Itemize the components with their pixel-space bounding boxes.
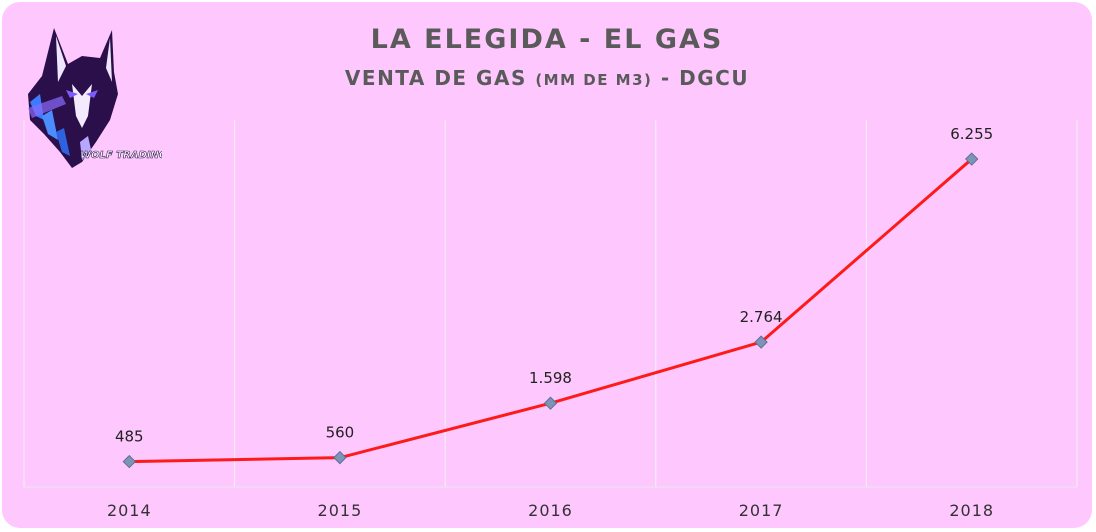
chart-title: LA ELEGIDA - EL GAS [370,24,724,55]
x-tick-2015: 2015 [318,501,363,520]
x-tick-2018: 2018 [949,501,994,520]
logo-text: WOLF TRADING [80,150,162,161]
wolf-head-icon [28,28,118,168]
data-point-2017 [754,335,768,349]
x-tick-2017: 2017 [739,501,784,520]
data-point-2015 [333,450,347,465]
data-label-2014: 485 [115,428,144,446]
data-label-2016: 1.598 [529,369,572,387]
data-point-2016 [543,396,558,410]
x-tick-2016: 2016 [528,501,573,520]
subtitle-main: VENTA DE GAS [344,66,536,90]
subtitle-unit: (MM DE M3) [535,71,653,89]
series-layer [122,152,979,469]
data-label-2015: 560 [326,424,355,442]
chart-subtitle: VENTA DE GAS (MM DE M3) - DGCU [2,66,1092,90]
x-tick-2014: 2014 [107,501,152,520]
data-label-2017: 2.764 [740,308,783,326]
labels-layer: 485 2014 560 2015 1.598 2016 2.764 2017 6.255 201… [107,125,994,520]
subtitle-source: - DGCU [652,66,750,90]
series-line [129,157,973,464]
wolf-trading-logo: WOLF TRADING [28,28,162,168]
data-point-2018 [964,152,979,166]
data-point-2014 [122,454,137,469]
grid-lines [23,120,1078,487]
data-label-2018: 6.255 [950,125,993,143]
